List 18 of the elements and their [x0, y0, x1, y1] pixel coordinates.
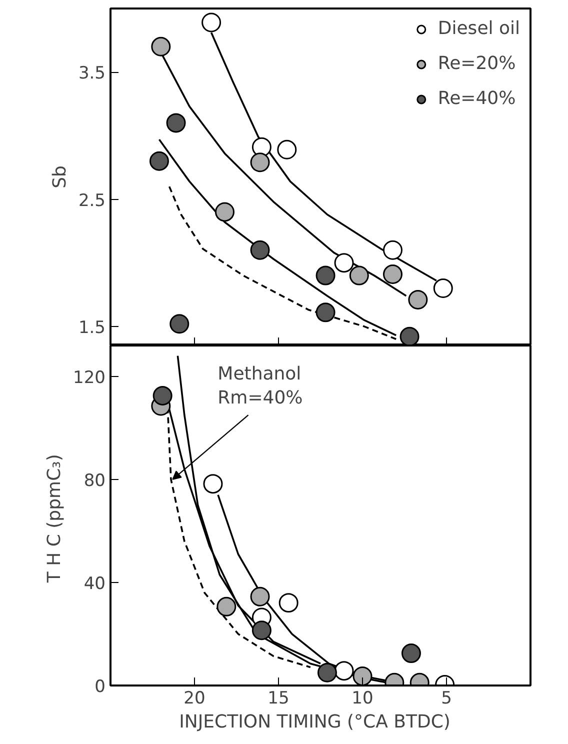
y-tick-label: 1.5 — [78, 318, 106, 338]
y-tick-label: 120 — [73, 368, 106, 388]
x-tick-label: 15 — [268, 688, 290, 708]
annotation: Methanol Rm=40% — [218, 363, 303, 408]
y-tick-label: 80 — [84, 470, 106, 491]
x-tick-label: 20 — [184, 688, 206, 708]
legend-label: Diesel oil — [438, 18, 520, 39]
x-axis-title: INJECTION TIMING (°CA BTDC) — [179, 712, 450, 732]
y-tick-label: 3.5 — [78, 64, 106, 84]
y-tick-label: 0 — [94, 677, 106, 697]
y-axis-title: T H C (ppmC₃) — [44, 454, 66, 584]
legend-label: Re=40% — [438, 88, 516, 109]
x-tick-label: 5 — [441, 688, 452, 708]
x-tick-label: 10 — [352, 688, 374, 708]
y-tick-label: 2.5 — [78, 190, 106, 211]
legend-label: Re=20% — [438, 53, 516, 74]
y-tick-label: 40 — [84, 574, 106, 594]
y-axis-title: Sb — [49, 166, 70, 188]
